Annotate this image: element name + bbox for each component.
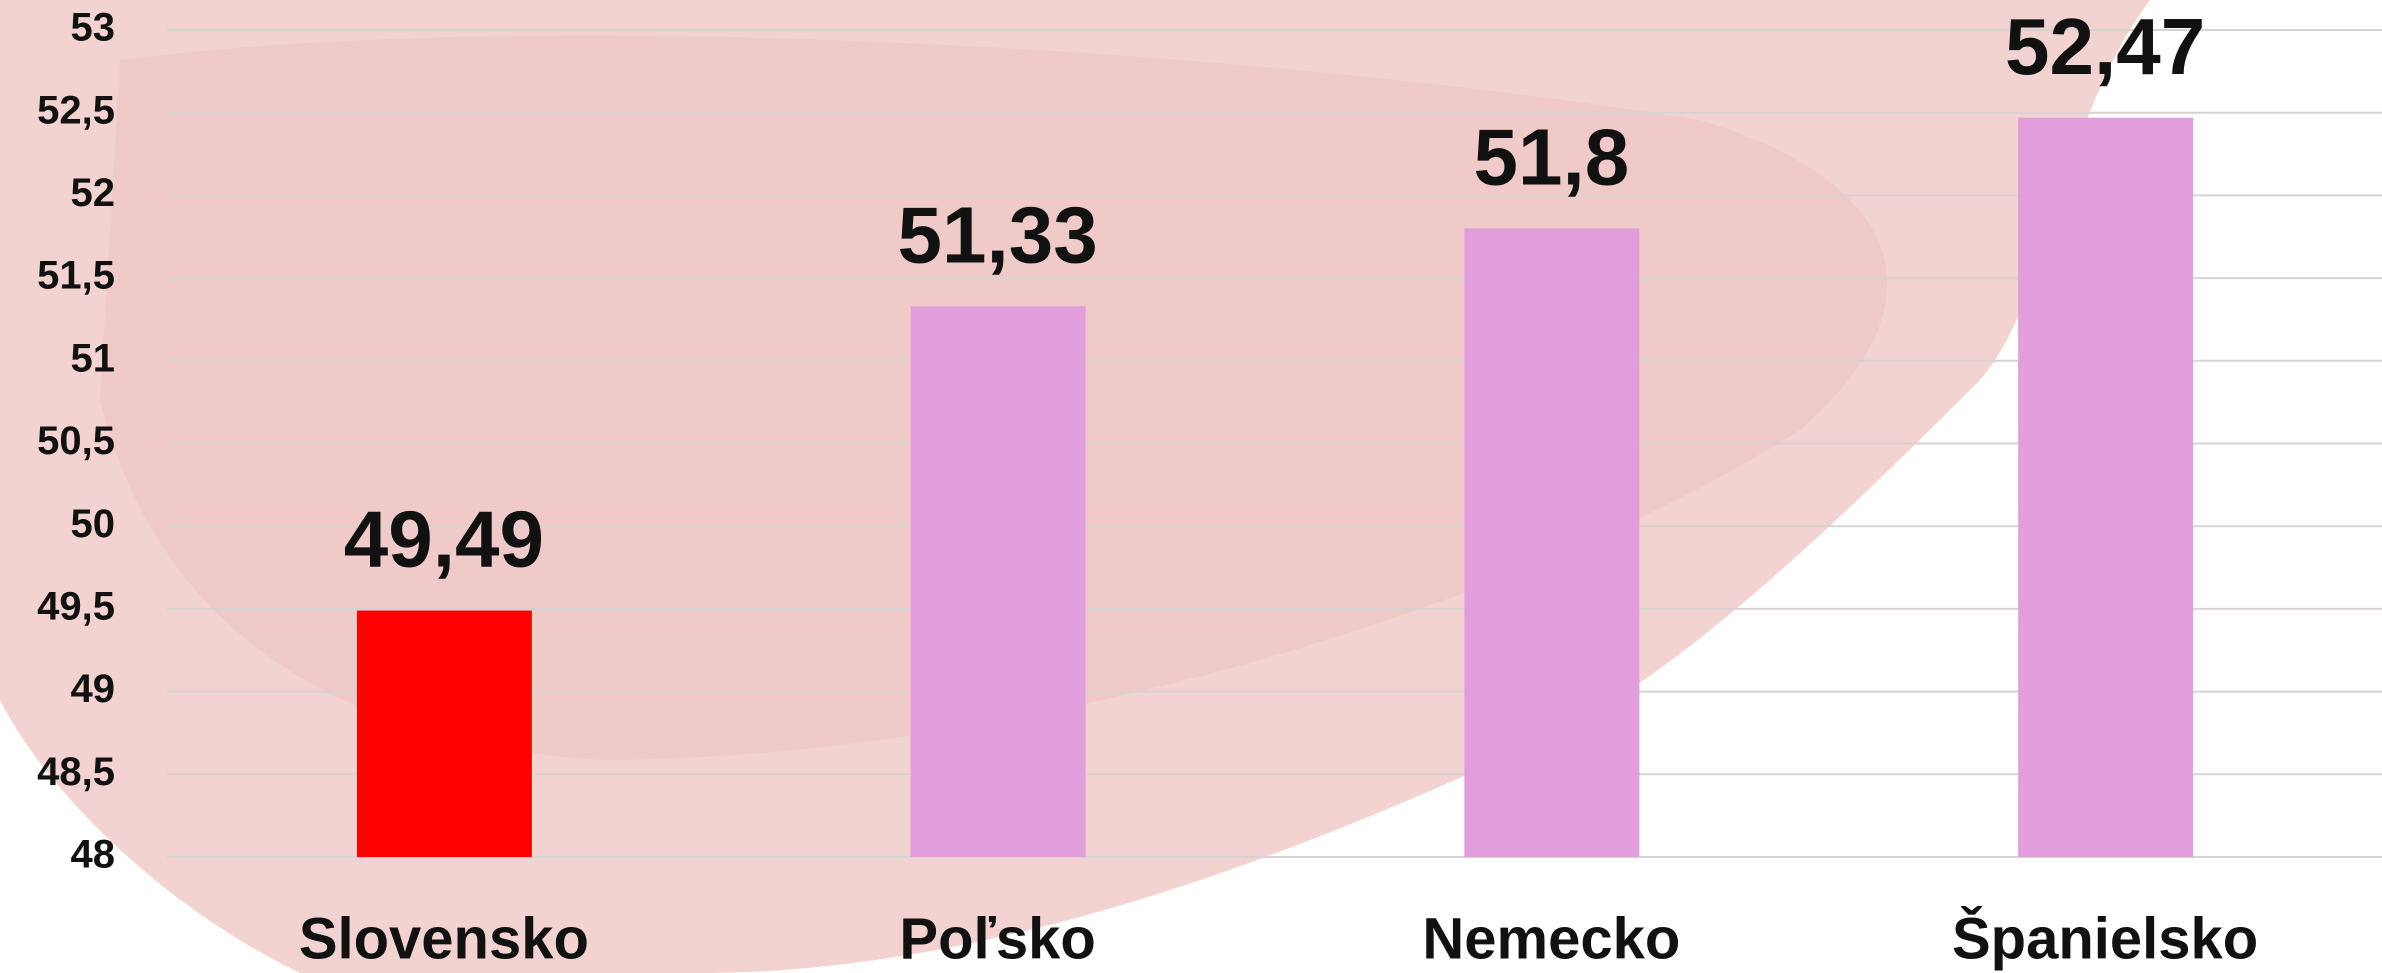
x-tick-label: Poľsko <box>899 906 1095 971</box>
y-tick-label: 52,5 <box>37 88 115 132</box>
bar <box>2018 117 2194 858</box>
y-tick-label: 51,5 <box>37 254 115 298</box>
y-tick-label: 52 <box>71 171 116 215</box>
x-tick-label: Nemecko <box>1422 906 1680 971</box>
y-tick-label: 50 <box>71 502 116 546</box>
y-tick-label: 49 <box>71 667 116 711</box>
y-tick-label: 51 <box>71 336 116 380</box>
bar <box>910 306 1086 857</box>
bar <box>356 610 532 857</box>
y-tick-label: 48,5 <box>37 750 115 794</box>
y-tick-label: 53 <box>71 6 116 50</box>
value-label: 49,49 <box>344 495 544 584</box>
value-label: 51,33 <box>898 190 1098 279</box>
y-tick-label: 50,5 <box>37 419 115 463</box>
value-label: 52,47 <box>2005 2 2205 91</box>
x-tick-label: Slovensko <box>299 906 589 971</box>
y-tick-label: 49,5 <box>37 584 115 628</box>
x-tick-label: Španielsko <box>1952 906 2258 971</box>
bar <box>1464 228 1640 858</box>
y-tick-label: 48 <box>71 833 116 877</box>
value-label: 51,8 <box>1474 113 1630 202</box>
